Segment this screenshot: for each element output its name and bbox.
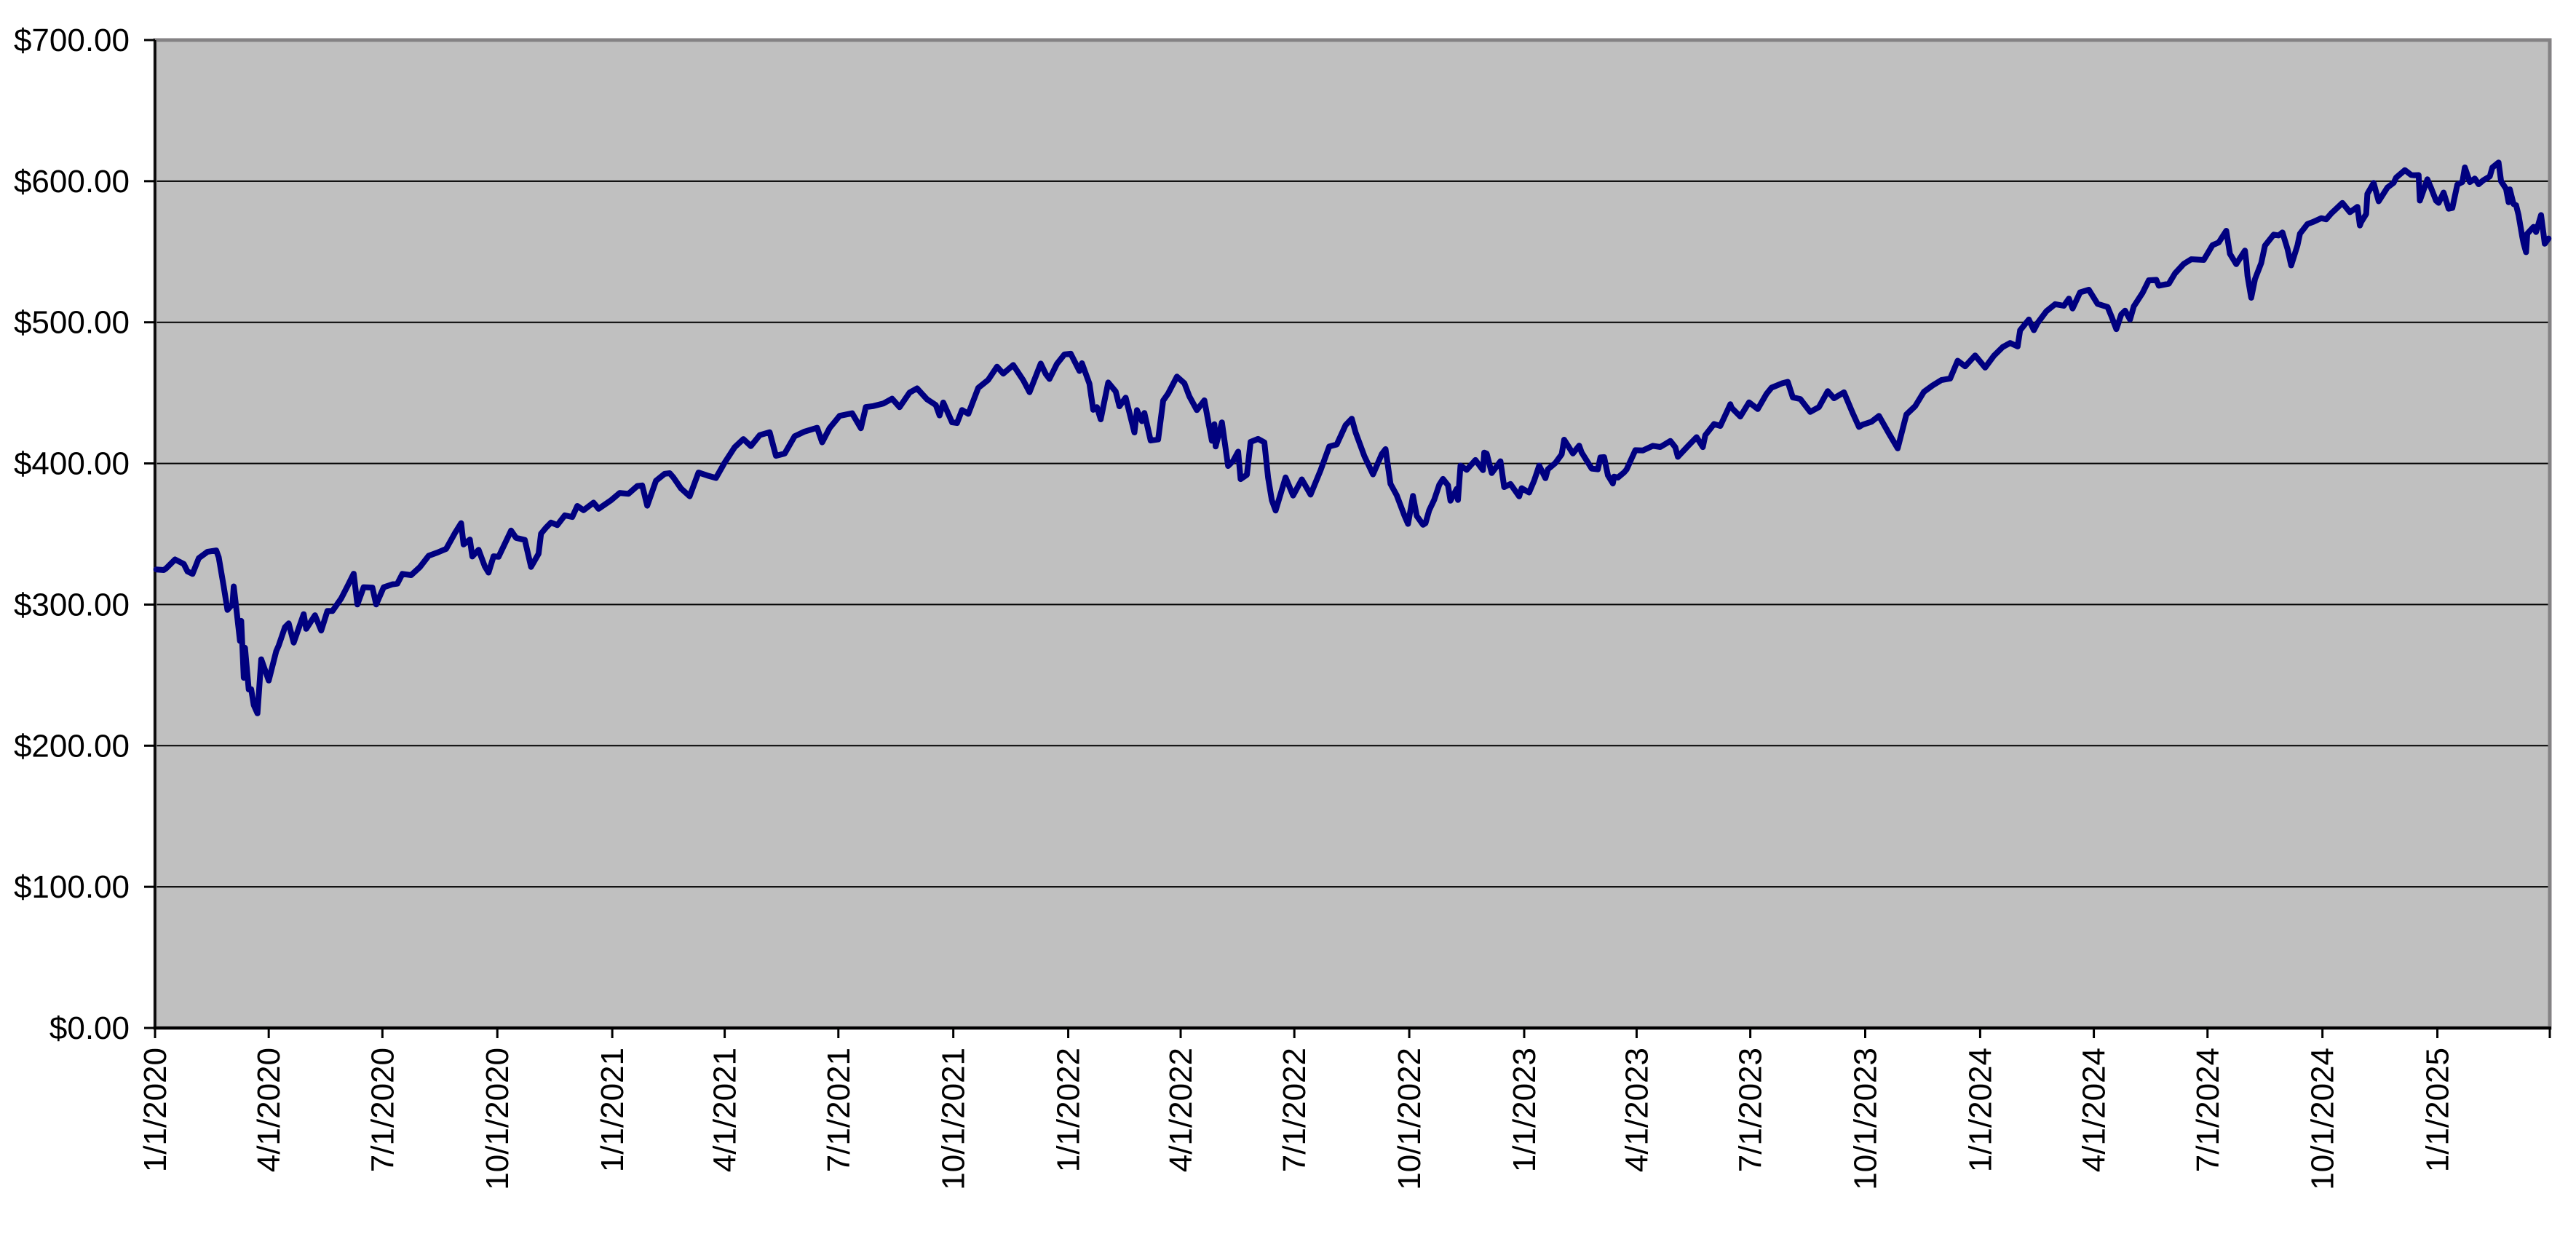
x-axis-tick-label: 10/1/2022	[1392, 1048, 1427, 1190]
y-axis-tick-label: $600.00	[14, 164, 130, 199]
x-axis-tick-label: 10/1/2024	[2305, 1048, 2341, 1190]
y-axis-tick-label: $200.00	[14, 728, 130, 764]
x-axis-tick-label: 4/1/2023	[1619, 1048, 1654, 1172]
x-axis-tick-label: 1/1/2020	[138, 1048, 173, 1172]
x-axis-tick-label: 4/1/2022	[1163, 1048, 1199, 1172]
x-axis-tick-label: 7/1/2020	[365, 1048, 400, 1172]
x-axis-tick-label: 7/1/2022	[1277, 1048, 1312, 1172]
y-axis-tick-label: $500.00	[14, 305, 130, 341]
x-axis-tick-label: 4/1/2021	[708, 1048, 743, 1172]
y-axis-tick-label: $300.00	[14, 587, 130, 622]
x-axis-tick-label: 1/1/2022	[1051, 1048, 1087, 1172]
x-axis-tick-label: 1/1/2024	[1962, 1048, 1998, 1172]
y-axis-tick-label: $400.00	[14, 446, 130, 482]
price-series-line	[153, 159, 2552, 716]
x-axis-tick-label: 1/1/2023	[1507, 1048, 1542, 1172]
y-axis-tick-label: $700.00	[14, 23, 130, 58]
x-axis-tick-label: 1/1/2021	[595, 1048, 630, 1172]
x-axis-tick-label: 4/1/2024	[2077, 1048, 2112, 1172]
x-axis-tick-label: 1/1/2025	[2420, 1048, 2456, 1172]
y-axis-tick-label: $0.00	[49, 1010, 130, 1046]
x-axis-tick-label: 7/1/2024	[2190, 1048, 2226, 1172]
plot-area	[155, 40, 2550, 1028]
x-axis-tick-label: 7/1/2021	[821, 1048, 857, 1172]
x-axis-tick-label: 10/1/2023	[1848, 1048, 1884, 1190]
y-axis-tick-label: $100.00	[14, 869, 130, 905]
x-axis-tick-label: 10/1/2021	[936, 1048, 972, 1190]
x-axis-tick-label: 10/1/2020	[480, 1048, 515, 1190]
x-axis-tick-label: 4/1/2020	[251, 1048, 287, 1172]
x-axis-tick-label: 7/1/2023	[1733, 1048, 1769, 1172]
